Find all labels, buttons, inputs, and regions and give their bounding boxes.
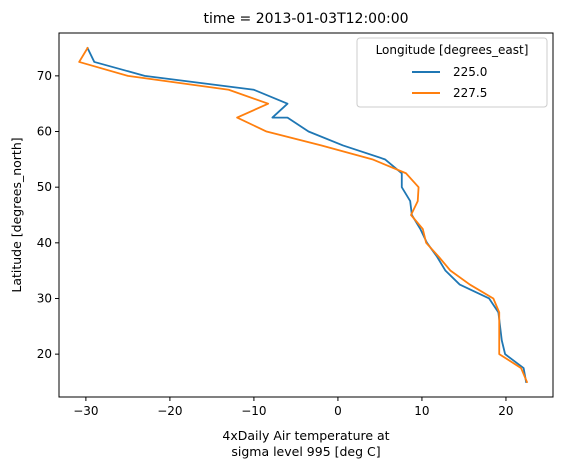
plot-frame [58,32,554,398]
y-axis-title: Latitude [degrees_north] [9,137,24,292]
y-tick-label: 50 [37,180,52,194]
x-tick-label: 10 [414,404,429,418]
x-tick-label: −20 [157,404,182,418]
y-axis: 20 30 40 50 60 70 [37,69,59,361]
x-axis-title-line-2: sigma level 995 [deg C] [231,444,380,459]
x-axis: −30 −20 −10 0 10 20 [73,397,514,418]
series-line-227-5 [78,46,529,384]
x-axis-title-line-1: 4xDaily Air temperature at [222,428,389,443]
legend-label-227-5: 227.5 [453,86,487,100]
y-tick-label: 40 [37,236,52,250]
legend-box [356,37,548,108]
y-tick-label: 30 [37,291,52,305]
legend: Longitude [degrees_east] 225.0 227.5 [356,37,548,108]
y-tick-label: 70 [37,69,52,83]
x-tick-label: −30 [73,404,98,418]
legend-label-225: 225.0 [453,65,487,79]
y-tick-label: 20 [37,347,52,361]
y-tick-label: 60 [37,125,52,139]
x-tick-label: −10 [241,404,266,418]
series-layer [78,46,529,384]
x-tick-label: 0 [334,404,342,418]
chart-title: time = 2013-01-03T12:00:00 [203,11,408,27]
x-tick-label: 20 [498,404,513,418]
legend-title: Longitude [degrees_east] [376,43,529,57]
